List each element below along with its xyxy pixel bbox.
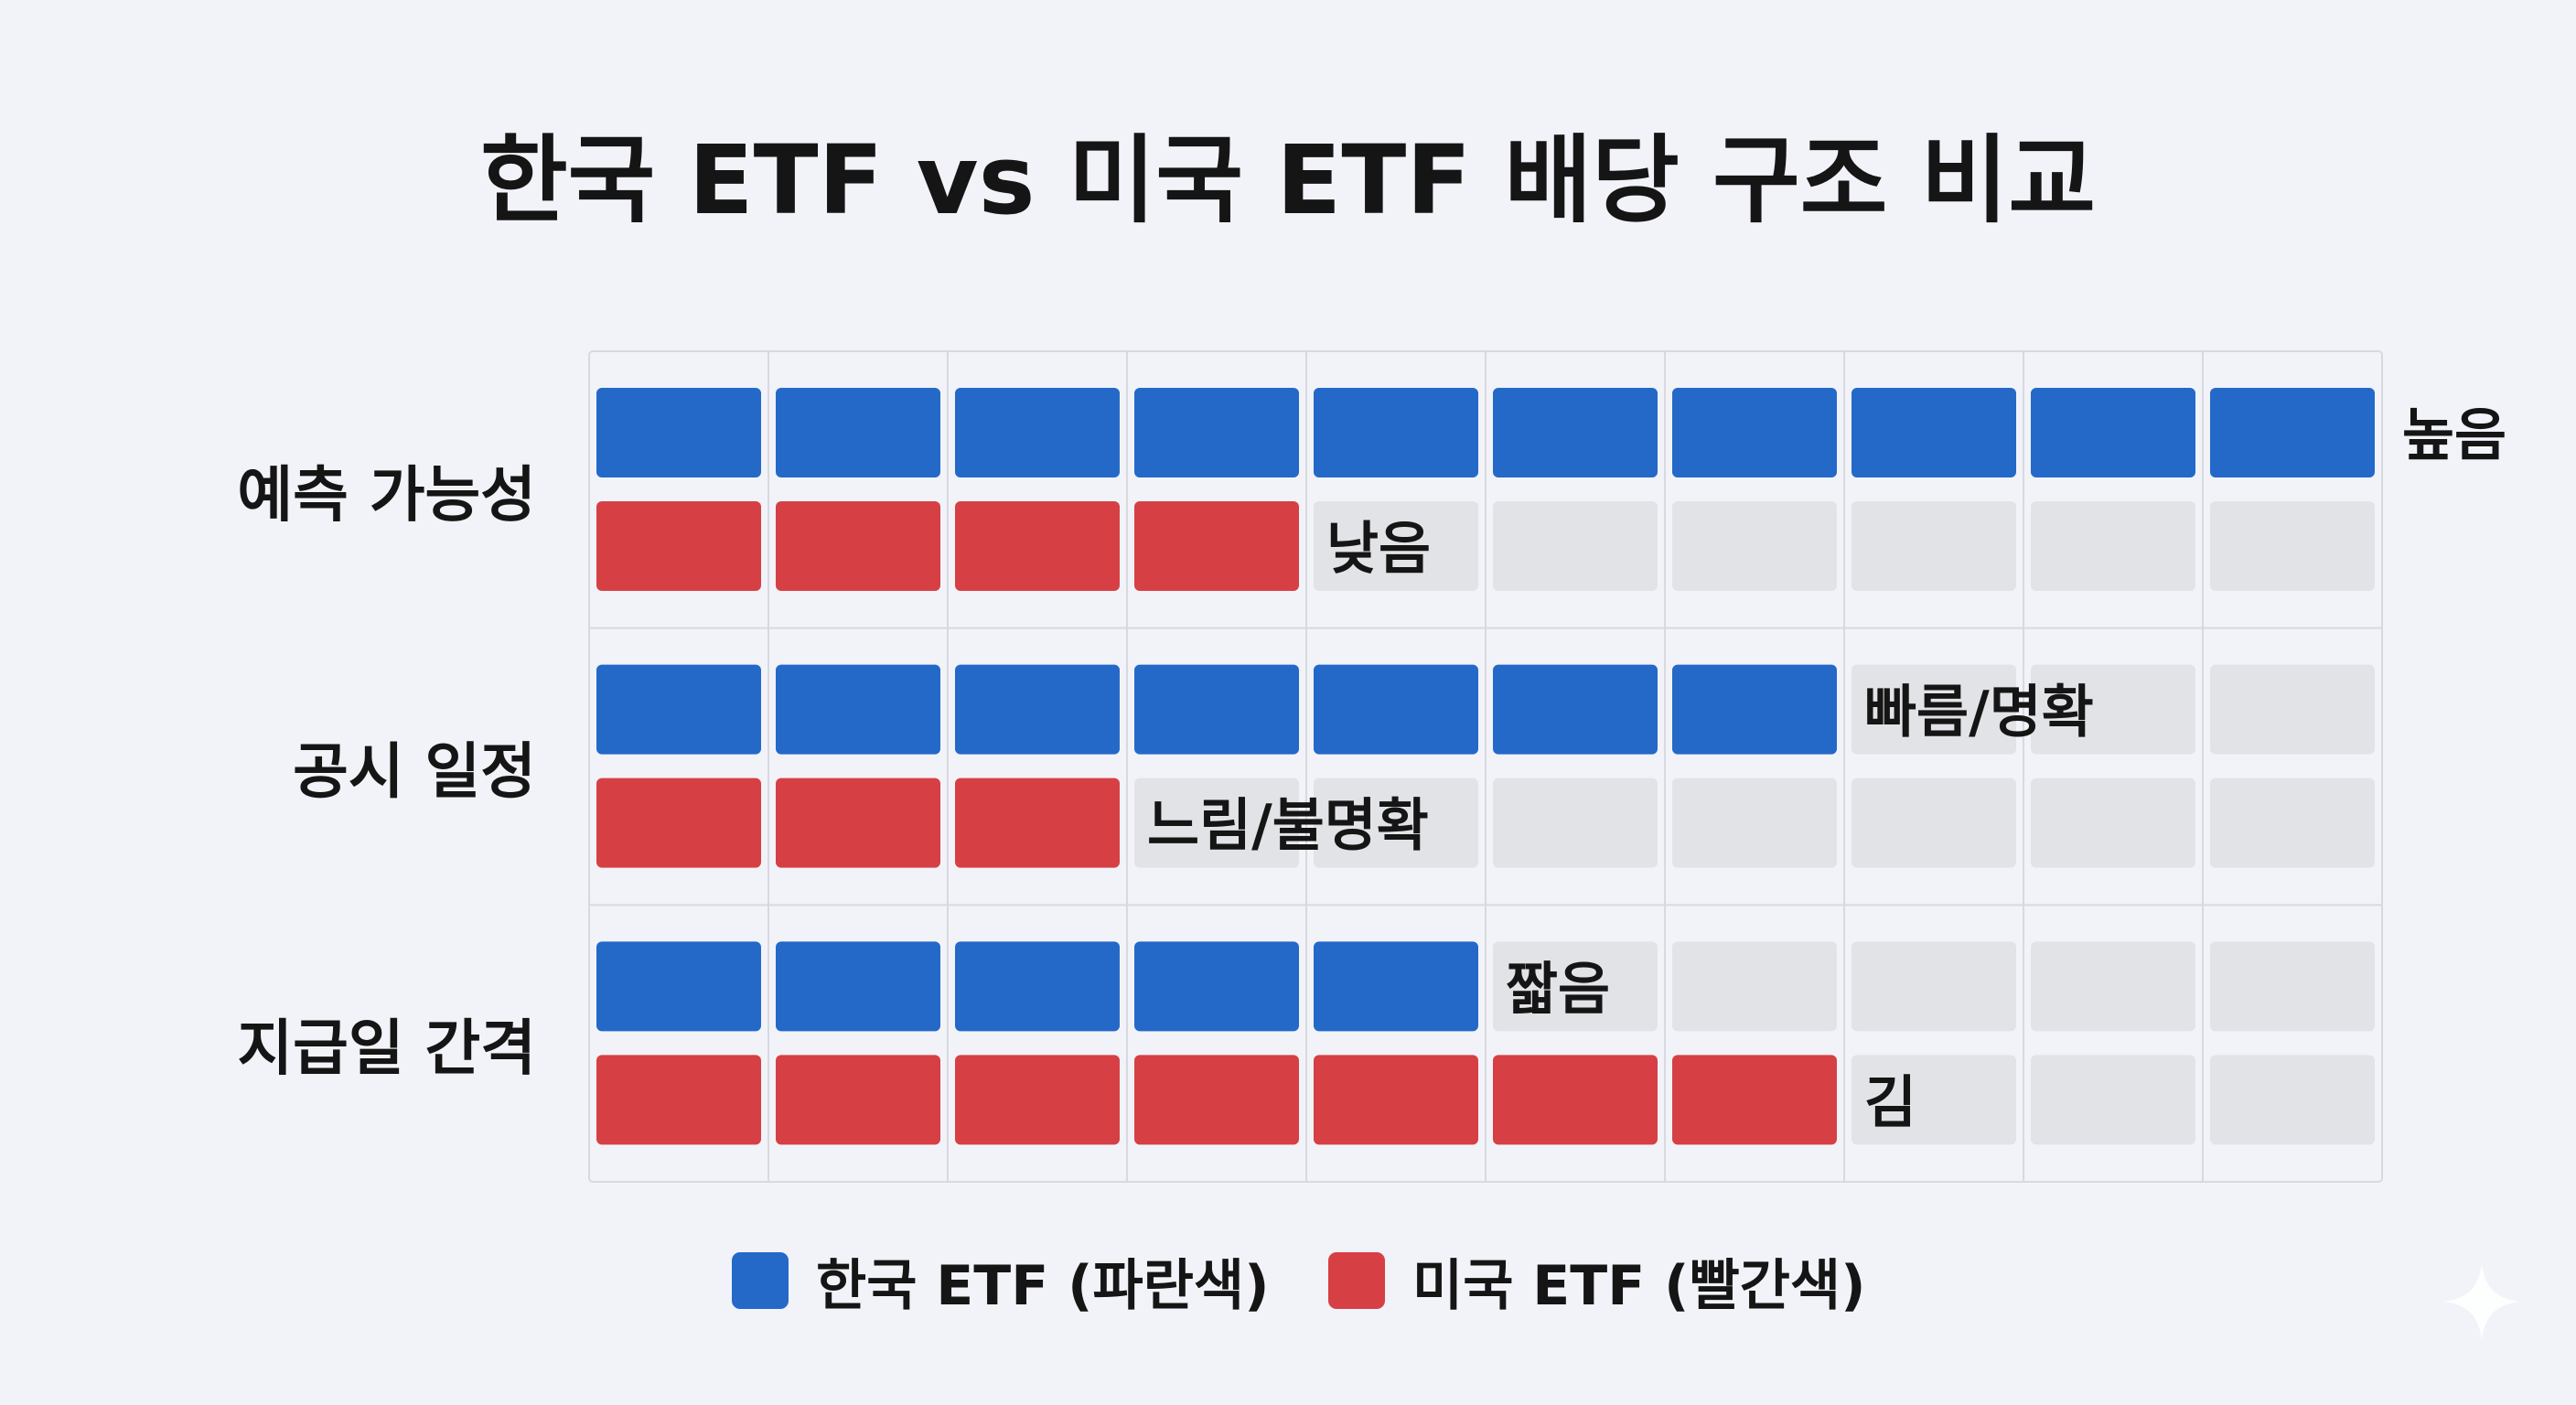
- value-label: 높음: [2402, 402, 2506, 468]
- bar-segment-us: [1134, 1055, 1299, 1145]
- bar-segment-korea: [1672, 388, 1837, 477]
- bar-segment-us: [596, 1055, 761, 1145]
- bar-segment-us: [596, 778, 761, 868]
- bar-segment-korea: [1134, 941, 1299, 1032]
- bar-segment-us: [1672, 1055, 1837, 1145]
- bar-segment-empty: [1852, 664, 2016, 755]
- legend-item-us: 미국 ETF (빨간색): [1328, 1244, 1866, 1318]
- legend-swatch-us: [1328, 1252, 1385, 1309]
- bar-segment-korea: [1672, 664, 1837, 755]
- bar-segment-korea: [1493, 664, 1658, 755]
- value-label: 김: [1864, 1068, 1916, 1135]
- bar-segment-empty: [1852, 941, 2016, 1032]
- bar-segment-us: [1134, 501, 1299, 591]
- bar-segment-empty: [1314, 778, 1478, 868]
- bar-segment-korea: [1314, 941, 1478, 1032]
- category-label: 지급일 간격: [237, 1014, 536, 1084]
- bar-segment-us: [776, 778, 940, 868]
- legend-item-korea: 한국 ETF (파란색): [732, 1244, 1270, 1318]
- bar-segment-empty: [1493, 778, 1658, 868]
- legend-label-us: 미국 ETF (빨간색): [1412, 1253, 1866, 1318]
- bar-segment-empty: [2210, 664, 2375, 755]
- bar-segment-korea: [1314, 388, 1478, 477]
- bar-segment-empty: [1852, 778, 2016, 868]
- bar-segment-empty: [2210, 941, 2375, 1032]
- bar-segment-empty: [1493, 501, 1658, 591]
- category-label: 예측 가능성: [237, 459, 536, 530]
- bar-segment-korea: [776, 664, 940, 755]
- bar-segment-korea: [596, 664, 761, 755]
- bar-segment-empty: [2031, 778, 2195, 868]
- bar-segment-korea: [1852, 388, 2016, 477]
- category-label: 공시 일정: [293, 736, 536, 807]
- chart-title: 한국 ETF vs 미국 ETF 배당 구조 비교: [480, 124, 2096, 236]
- bar-segment-empty: [1134, 778, 1299, 868]
- bar-segment-empty: [1493, 941, 1658, 1032]
- bar-segment-korea: [596, 388, 761, 477]
- bar-segment-korea: [1493, 388, 1658, 477]
- bar-segment-korea: [596, 941, 761, 1032]
- sparkle-icon: [2444, 1264, 2519, 1339]
- bar-segment-us: [955, 778, 1120, 868]
- bar-segment-empty: [1672, 501, 1837, 591]
- bar-segment-empty: [2031, 664, 2195, 755]
- bar-segment-empty: [1672, 778, 1837, 868]
- bar-segment-empty: [1314, 501, 1478, 591]
- bar-segment-empty: [2031, 1055, 2195, 1145]
- bar-segment-us: [776, 501, 940, 591]
- value-label: 짧음: [1506, 955, 1610, 1022]
- bar-segment-korea: [776, 941, 940, 1032]
- bar-segment-korea: [776, 388, 940, 477]
- bar-segment-us: [596, 501, 761, 591]
- bar-segment-korea: [1134, 388, 1299, 477]
- bar-segment-korea: [1314, 664, 1478, 755]
- bar-segment-empty: [1852, 1055, 2016, 1145]
- bar-segment-us: [1314, 1055, 1478, 1145]
- bar-segment-korea: [955, 388, 1120, 477]
- bar-segment-empty: [2210, 1055, 2375, 1145]
- bar-segment-korea: [2031, 388, 2195, 477]
- bar-segment-us: [955, 1055, 1120, 1145]
- bar-segment-korea: [1134, 664, 1299, 755]
- bar-segment-empty: [2031, 501, 2195, 591]
- bar-segment-us: [955, 501, 1120, 591]
- legend-label-korea: 한국 ETF (파란색): [816, 1253, 1270, 1318]
- value-label: 낮음: [1326, 515, 1431, 582]
- legend-swatch-korea: [732, 1252, 789, 1309]
- bar-segment-korea: [955, 664, 1120, 755]
- bar-segment-korea: [955, 941, 1120, 1032]
- bar-segment-empty: [2210, 501, 2375, 591]
- value-label: 빠름/명확: [1864, 679, 2094, 745]
- bar-segment-empty: [1852, 501, 2016, 591]
- bar-segment-empty: [2210, 778, 2375, 868]
- bar-segment-empty: [2031, 941, 2195, 1032]
- bar-segment-korea: [2210, 388, 2375, 477]
- bar-segment-us: [1493, 1055, 1658, 1145]
- bar-segment-us: [776, 1055, 940, 1145]
- bar-segment-empty: [1672, 941, 1837, 1032]
- value-label: 느림/불명확: [1147, 792, 1429, 859]
